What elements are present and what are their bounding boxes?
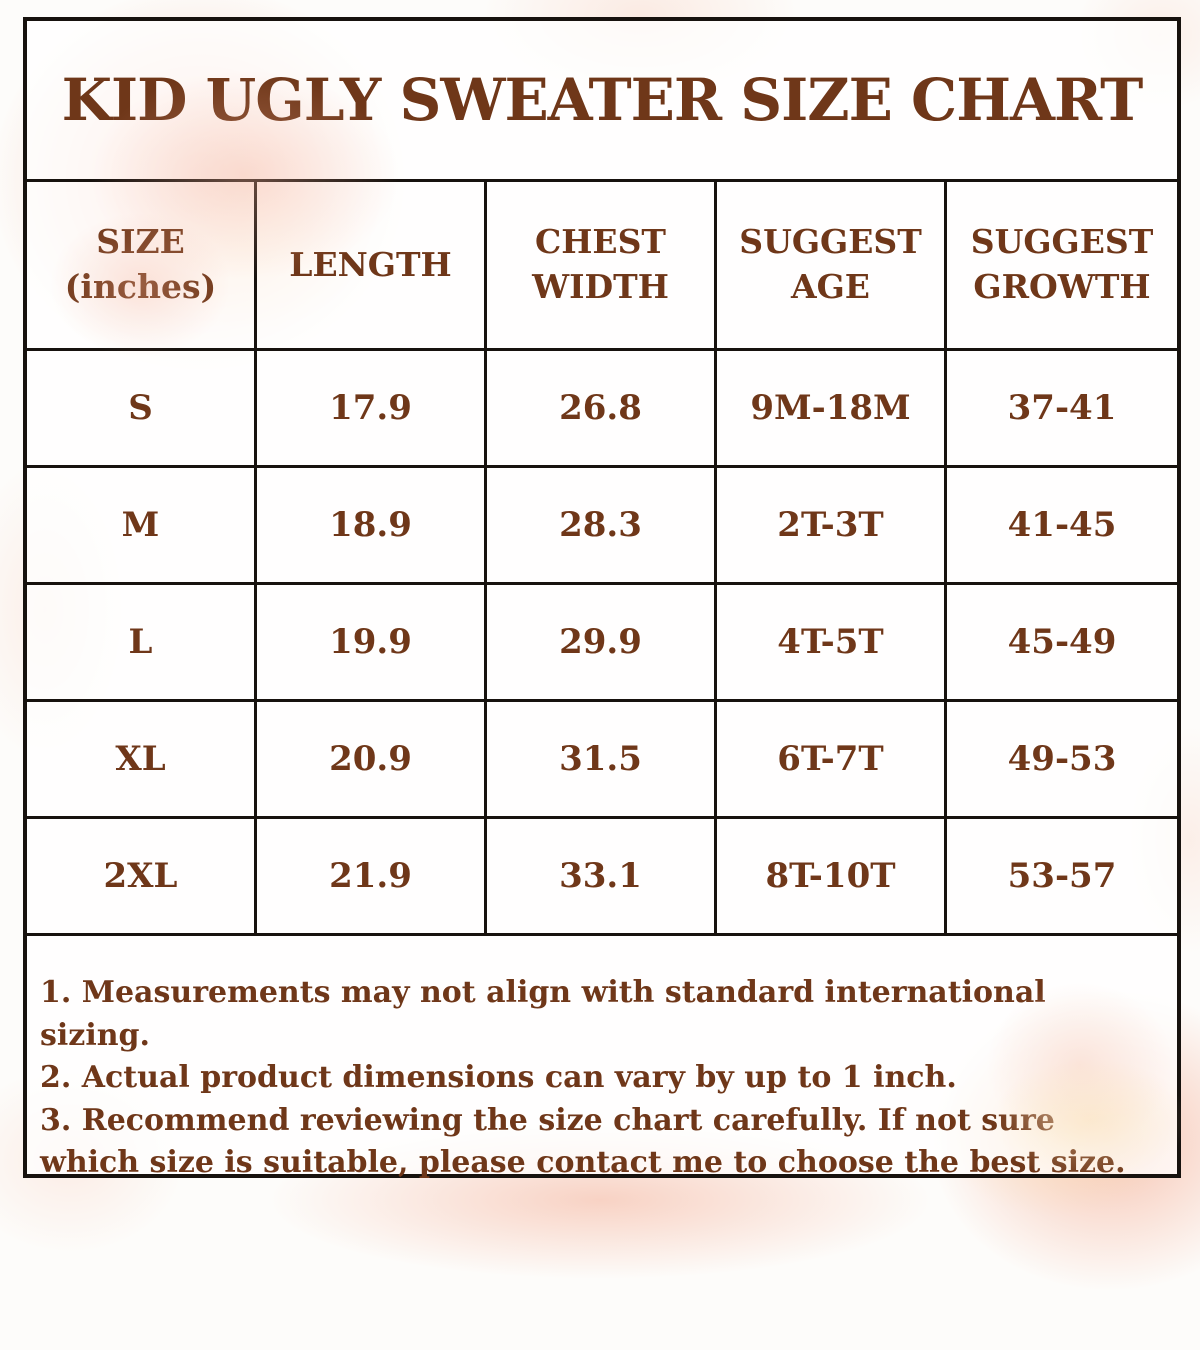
table-cell-size: M: [27, 468, 257, 585]
notes-section: 1. Measurements may not align with stand…: [27, 936, 1177, 1185]
table-cell-length: 21.9: [257, 819, 487, 936]
column-header-suggest-age: SUGGEST AGE: [717, 182, 947, 351]
size-table: SIZE (inches) LENGTH CHEST WIDTH SUGGEST…: [27, 182, 1177, 936]
table-cell-suggest-age: 9M-18M: [717, 351, 947, 468]
table-cell-size: 2XL: [27, 819, 257, 936]
column-header-length: LENGTH: [257, 182, 487, 351]
table-cell-suggest-growth: 53-57: [947, 819, 1177, 936]
table-cell-length: 19.9: [257, 585, 487, 702]
table-cell-chest-width: 29.9: [487, 585, 717, 702]
table-cell-suggest-age: 4T-5T: [717, 585, 947, 702]
note-line-2: 2. Actual product dimensions can vary by…: [40, 1060, 957, 1096]
table-cell-length: 18.9: [257, 468, 487, 585]
column-header-chest-width: CHEST WIDTH: [487, 182, 717, 351]
table-cell-suggest-age: 8T-10T: [717, 819, 947, 936]
table-cell-suggest-age: 6T-7T: [717, 702, 947, 819]
table-cell-suggest-age: 2T-3T: [717, 468, 947, 585]
column-header-suggest-growth: SUGGEST GROWTH: [947, 182, 1177, 351]
table-cell-chest-width: 26.8: [487, 351, 717, 468]
size-chart-card: KID UGLY SWEATER SIZE CHART SIZE (inches…: [23, 17, 1181, 1180]
table-cell-chest-width: 33.1: [487, 819, 717, 936]
table-cell-chest-width: 31.5: [487, 702, 717, 819]
table-cell-suggest-growth: 37-41: [947, 351, 1177, 468]
table-cell-suggest-growth: 49-53: [947, 702, 1177, 819]
table-cell-chest-width: 28.3: [487, 468, 717, 585]
table-cell-size: L: [27, 585, 257, 702]
note-line-1: 1. Measurements may not align with stand…: [40, 975, 1046, 1053]
table-cell-suggest-growth: 41-45: [947, 468, 1177, 585]
table-cell-suggest-growth: 45-49: [947, 585, 1177, 702]
table-cell-length: 17.9: [257, 351, 487, 468]
table-cell-length: 20.9: [257, 702, 487, 819]
table-cell-size: XL: [27, 702, 257, 819]
page-title: KID UGLY SWEATER SIZE CHART: [61, 66, 1144, 134]
chart-title-box: KID UGLY SWEATER SIZE CHART: [27, 21, 1177, 182]
column-header-size: SIZE (inches): [27, 182, 257, 351]
note-line-3: 3. Recommend reviewing the size chart ca…: [40, 1102, 1126, 1181]
table-cell-size: S: [27, 351, 257, 468]
